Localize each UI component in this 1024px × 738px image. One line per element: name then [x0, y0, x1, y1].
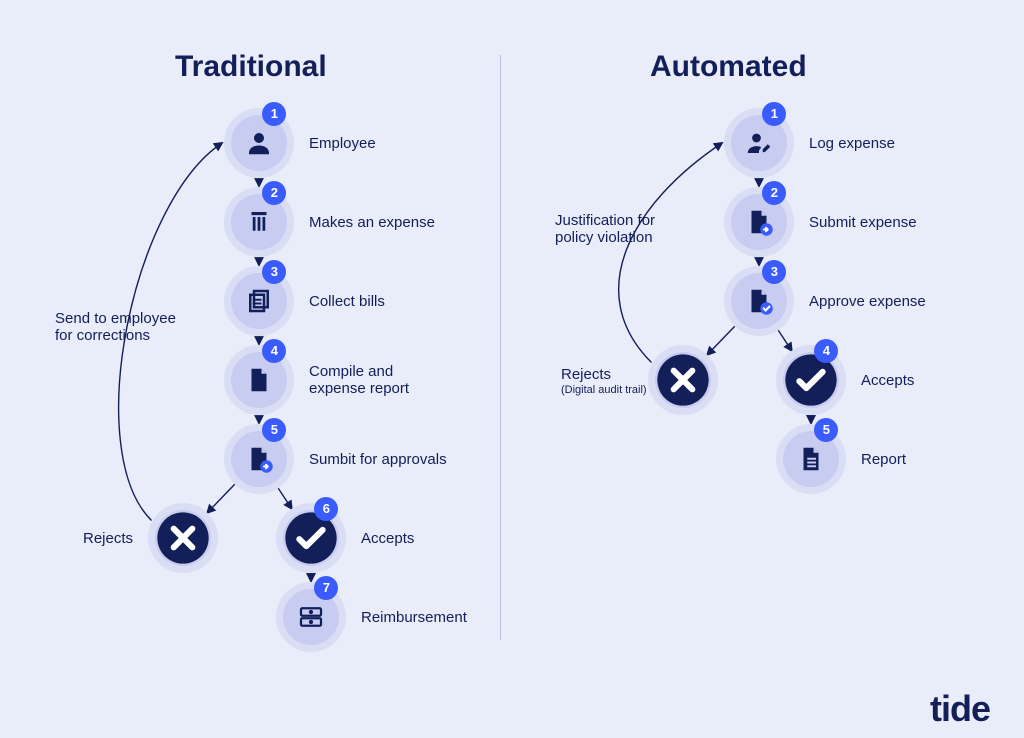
label-reject: Rejects — [561, 366, 611, 383]
label-a1: Log expense — [809, 135, 895, 152]
node-reject-inner — [655, 352, 711, 408]
label-reject: Rejects — [83, 530, 133, 547]
connectors — [0, 0, 1024, 738]
badge-t5: 5 — [262, 418, 286, 442]
report-icon — [796, 444, 826, 474]
badge-t2: 2 — [262, 181, 286, 205]
cross-icon — [655, 352, 711, 408]
label-t3: Collect bills — [309, 293, 385, 310]
badge-t3: 3 — [262, 260, 286, 284]
label-a3: Approve expense — [809, 293, 926, 310]
badge-a3: 3 — [762, 260, 786, 284]
person-icon — [244, 128, 274, 158]
sublabel-reject: (Digital audit trail) — [561, 384, 647, 396]
label-t6: Accepts — [361, 530, 414, 547]
badge-t1: 1 — [262, 102, 286, 126]
label-t2: Makes an expense — [309, 214, 435, 231]
cross-icon — [155, 510, 211, 566]
label-a2: Submit expense — [809, 214, 917, 231]
stack-icon — [244, 286, 274, 316]
node-reject-inner — [155, 510, 211, 566]
canvas: TraditionalAutomatedtide1Employee2Makes … — [0, 0, 1024, 738]
label-t7: Reimbursement — [361, 609, 467, 626]
loopback-label: Justification for policy violation — [555, 212, 655, 246]
label-a5: Report — [861, 451, 906, 468]
trash-icon — [244, 207, 274, 237]
badge-t4: 4 — [262, 339, 286, 363]
file-icon — [244, 365, 274, 395]
file-out-icon — [244, 444, 274, 474]
badge-a2: 2 — [762, 181, 786, 205]
badge-t6: 6 — [314, 497, 338, 521]
person-write-icon — [744, 128, 774, 158]
loopback-label: Send to employee for corrections — [55, 310, 176, 344]
file-out-icon — [744, 207, 774, 237]
badge-a4: 4 — [814, 339, 838, 363]
money-icon — [296, 602, 326, 632]
label-t4: Compile and expense report — [309, 363, 409, 397]
label-a4: Accepts — [861, 372, 914, 389]
label-t1: Employee — [309, 135, 376, 152]
label-t5: Sumbit for approvals — [309, 451, 447, 468]
badge-a5: 5 — [814, 418, 838, 442]
badge-a1: 1 — [762, 102, 786, 126]
badge-t7: 7 — [314, 576, 338, 600]
file-check-icon — [744, 286, 774, 316]
